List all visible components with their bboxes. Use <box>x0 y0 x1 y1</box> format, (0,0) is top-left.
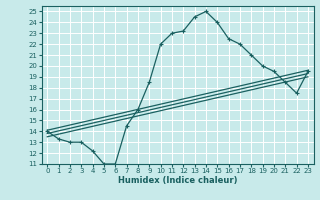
X-axis label: Humidex (Indice chaleur): Humidex (Indice chaleur) <box>118 176 237 185</box>
